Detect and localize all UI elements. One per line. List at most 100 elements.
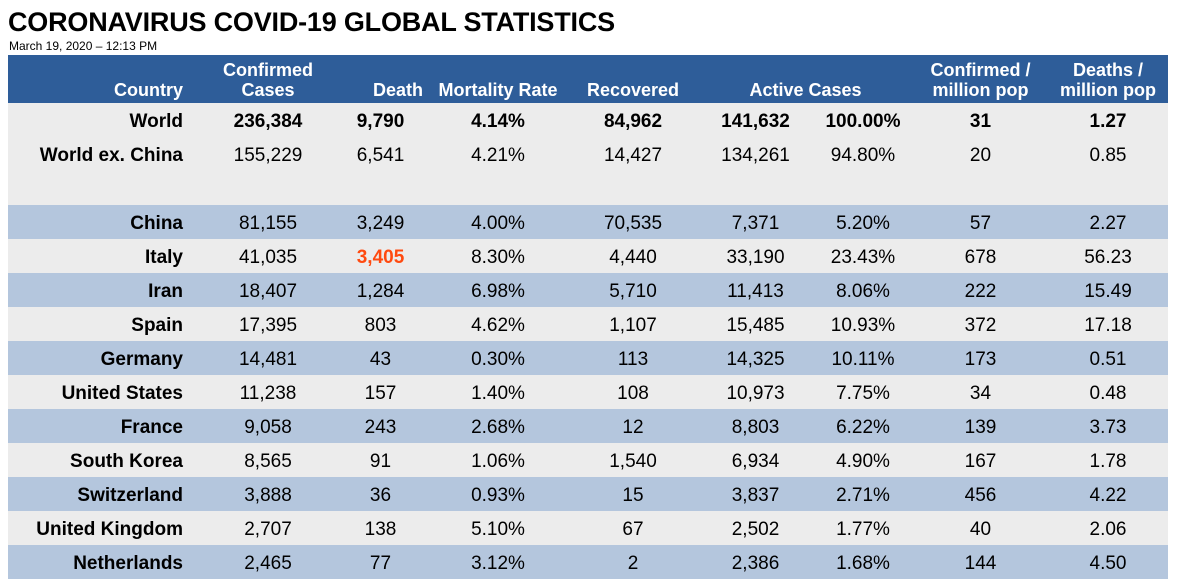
header-confirmed-line2: Cases (241, 80, 295, 100)
cell-recovered: 70,535 (603, 213, 663, 234)
cell-death: 3,249 (356, 213, 405, 234)
cell-death: 6,541 (356, 145, 405, 166)
cell-conf-per-million: 173 (964, 349, 997, 370)
cell-recovered: 5,710 (609, 281, 657, 302)
cell-active: 141,632 (721, 111, 790, 132)
cell-country: Switzerland (77, 485, 183, 506)
cell-recovered: 4,440 (609, 247, 657, 268)
cell-active: 8,803 (731, 417, 780, 438)
cell-conf-per-million: 167 (964, 451, 997, 472)
cell-recovered: 1,107 (609, 315, 657, 336)
cell-deaths-per-million: 15.49 (1084, 281, 1132, 302)
cell-active: 6,934 (731, 451, 780, 472)
table-row: South Korea 8,565 91 1.06% 1,540 6,934 4… (8, 443, 1168, 477)
cell-active: 2,386 (731, 553, 780, 574)
cell-confirmed: 8,565 (244, 451, 292, 472)
cell-active-pct: 1.68% (836, 553, 890, 574)
cell-confirmed: 9,058 (244, 417, 292, 438)
cell-recovered: 113 (617, 349, 649, 370)
cell-recovered: 14,427 (603, 145, 663, 166)
cell-active: 11,413 (727, 281, 784, 302)
cell-active: 134,261 (721, 145, 790, 166)
cell-country: China (130, 213, 183, 234)
cell-conf-per-million: 144 (964, 553, 997, 574)
cell-country: United Kingdom (36, 519, 183, 540)
cell-confirmed: 17,395 (238, 315, 298, 336)
cell-active-pct: 5.20% (836, 213, 890, 234)
table-row: France 9,058 243 2.68% 12 8,803 6.22% 13… (8, 409, 1168, 443)
cell-recovered: 108 (617, 383, 649, 404)
header-cpm-line1: Confirmed / (930, 60, 1031, 80)
cell-mortality: 3.12% (471, 553, 525, 574)
cell-conf-per-million: 34 (969, 383, 992, 404)
cell-mortality: 1.40% (471, 383, 525, 404)
cell-mortality: 4.14% (471, 111, 525, 132)
cell-active: 10,973 (726, 383, 785, 404)
header-country: Country (114, 80, 183, 100)
header-dpm-line2: million pop (1060, 80, 1156, 100)
cell-country: Spain (131, 315, 183, 336)
cell-death: 803 (364, 315, 397, 336)
cell-mortality: 4.62% (471, 315, 525, 336)
header-dpm-line1: Deaths / (1072, 60, 1144, 80)
cell-mortality: 0.93% (471, 485, 525, 506)
cell-active-pct: 100.00% (825, 111, 901, 132)
cell-conf-per-million: 678 (964, 247, 997, 268)
cell-confirmed: 2,465 (244, 553, 292, 574)
cell-active: 15,485 (726, 315, 785, 336)
cell-active-pct: 7.75% (836, 383, 890, 404)
cell-deaths-per-million: 3.73 (1089, 417, 1127, 438)
cell-death: 77 (369, 553, 392, 574)
table-row: Germany 14,481 43 0.30% 113 14,325 10.11… (8, 341, 1168, 375)
cell-mortality: 2.68% (471, 417, 525, 438)
cell-mortality: 5.10% (471, 519, 525, 540)
cell-mortality: 4.00% (471, 213, 525, 234)
cell-conf-per-million: 31 (969, 111, 992, 132)
page-title: CORONAVIRUS COVID-19 GLOBAL STATISTICS (8, 7, 615, 37)
header-confirmed-per-million: Confirmed / million pop (918, 60, 1043, 100)
cell-deaths-per-million: 2.06 (1089, 519, 1127, 540)
cell-recovered: 15 (622, 485, 644, 506)
cell-conf-per-million: 139 (964, 417, 997, 438)
cell-conf-per-million: 57 (969, 213, 992, 234)
header-death: Death (372, 80, 423, 100)
cell-active-pct: 94.80% (830, 145, 896, 166)
cell-death: 243 (364, 417, 397, 438)
header-confirmed-line1: Confirmed (223, 60, 313, 80)
cell-country: World (129, 111, 183, 132)
cell-recovered: 84,962 (603, 111, 663, 132)
cell-active-pct: 10.11% (831, 349, 895, 370)
cell-deaths-per-million: 56.23 (1084, 247, 1132, 268)
cell-death: 157 (364, 383, 397, 404)
table-row-world-ex-china: World ex. China 155,229 6,541 4.21% 14,4… (8, 137, 1168, 171)
cell-death: 1,284 (356, 281, 405, 302)
cell-active: 14,325 (726, 349, 785, 370)
cell-death: 91 (369, 451, 392, 472)
cell-active: 3,837 (731, 485, 780, 506)
cell-deaths-per-million: 0.51 (1089, 349, 1127, 370)
cell-country: Netherlands (73, 553, 183, 574)
cell-death: 138 (364, 519, 397, 540)
cell-confirmed: 2,707 (244, 519, 292, 540)
cell-death: 36 (369, 485, 392, 506)
table-row: Spain 17,395 803 4.62% 1,107 15,485 10.9… (8, 307, 1168, 341)
cell-active-pct: 2.71% (836, 485, 890, 506)
cell-confirmed: 18,407 (238, 281, 298, 302)
table-row: China 81,155 3,249 4.00% 70,535 7,371 5.… (8, 205, 1168, 239)
cell-death: 9,790 (356, 111, 405, 132)
cell-conf-per-million: 372 (964, 315, 997, 336)
cell-deaths-per-million: 1.27 (1089, 111, 1127, 132)
cell-active: 33,190 (726, 247, 785, 268)
cell-confirmed: 155,229 (233, 145, 303, 166)
header-deaths-per-million: Deaths / million pop (1048, 60, 1168, 100)
cell-conf-per-million: 456 (964, 485, 997, 506)
cell-active-pct: 10.93% (830, 315, 896, 336)
cell-active-pct: 8.06% (836, 281, 890, 302)
cell-confirmed: 11,238 (239, 383, 297, 404)
cell-deaths-per-million: 0.85 (1089, 145, 1127, 166)
cell-recovered: 2 (627, 553, 639, 574)
stats-table: Country Confirmed Cases Death Mortality … (8, 55, 1168, 579)
table-row: United Kingdom 2,707 138 5.10% 67 2,502 … (8, 511, 1168, 545)
cell-deaths-per-million: 0.48 (1089, 383, 1127, 404)
cell-mortality: 8.30% (471, 247, 525, 268)
